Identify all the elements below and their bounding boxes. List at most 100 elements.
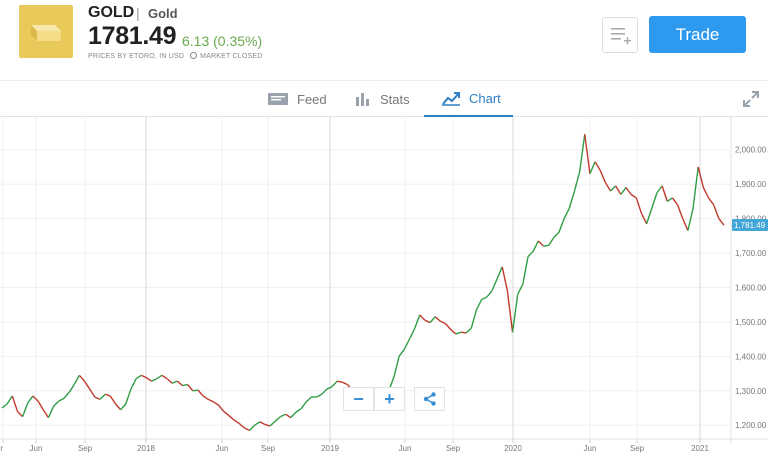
price-segment bbox=[553, 231, 560, 239]
x-tick-label: 2020 bbox=[504, 444, 522, 453]
y-tick-label: 1,200.00 bbox=[735, 421, 767, 430]
price-segment bbox=[249, 424, 256, 431]
price-segment bbox=[114, 403, 122, 411]
last-price-badge bbox=[732, 218, 768, 231]
price-segment bbox=[37, 400, 44, 411]
zoom-in-button[interactable]: + bbox=[374, 387, 405, 411]
add-to-watchlist-button[interactable] bbox=[602, 17, 638, 53]
price-change: 6.13 (0.35%) bbox=[182, 33, 263, 49]
x-tick-label: Jun bbox=[30, 444, 43, 453]
y-tick-label: 1,400.00 bbox=[735, 352, 767, 361]
price-segment bbox=[615, 185, 622, 195]
price-segment bbox=[501, 266, 509, 292]
tab-feed-label: Feed bbox=[297, 91, 327, 107]
price-segment bbox=[630, 193, 637, 199]
price-segment bbox=[161, 374, 168, 380]
price-segment bbox=[517, 283, 524, 295]
price-segment bbox=[625, 187, 632, 195]
price-segment bbox=[584, 134, 591, 174]
instrument-name: Gold bbox=[148, 6, 178, 21]
price-segment bbox=[413, 314, 421, 330]
tab-feed[interactable]: Feed bbox=[267, 81, 327, 117]
price-segment bbox=[707, 197, 715, 206]
price-segment bbox=[1, 403, 8, 409]
price-segment bbox=[27, 395, 34, 404]
price-segment bbox=[109, 395, 117, 405]
x-tick-label: 2018 bbox=[137, 444, 155, 453]
price-segment bbox=[120, 403, 127, 411]
price-segment bbox=[465, 327, 472, 334]
price-segment bbox=[244, 427, 250, 432]
price-segment bbox=[259, 421, 266, 426]
price-segment bbox=[99, 393, 106, 400]
price-segment bbox=[527, 250, 534, 257]
price-segment bbox=[486, 290, 493, 298]
price-segment bbox=[192, 389, 199, 392]
market-status: MARKET CLOSED bbox=[200, 53, 263, 60]
price-segment bbox=[342, 381, 348, 386]
trade-button[interactable]: Trade bbox=[649, 16, 746, 53]
instrument-symbol: GOLD bbox=[88, 4, 135, 21]
zoom-out-button[interactable]: − bbox=[343, 387, 374, 411]
price-segment bbox=[11, 395, 19, 412]
price-segment bbox=[94, 396, 101, 401]
price-segment bbox=[68, 384, 75, 393]
price-segment bbox=[47, 405, 55, 418]
price-segment bbox=[295, 408, 302, 413]
x-tick-label: Sep bbox=[446, 444, 461, 453]
x-tick-label: Sep bbox=[630, 444, 645, 453]
price-meta: PRICES BY ETORO, IN USD MARKET CLOSED bbox=[88, 52, 263, 60]
price-segment bbox=[440, 320, 446, 325]
price-chart[interactable]: 2,000.001,900.001,800.001,700.001,600.00… bbox=[0, 117, 768, 458]
instrument-tabs: Feed Stats Chart bbox=[0, 80, 768, 117]
price-segment bbox=[419, 314, 426, 321]
share-icon bbox=[423, 392, 436, 406]
price-segment bbox=[475, 299, 483, 311]
bar-chart-icon bbox=[356, 93, 369, 106]
price-segment bbox=[604, 182, 612, 192]
price-segment bbox=[89, 388, 96, 398]
price-segment bbox=[687, 208, 694, 231]
share-button[interactable] bbox=[414, 387, 445, 411]
price-segment bbox=[182, 383, 188, 387]
price-segment bbox=[682, 218, 689, 231]
tab-chart-label: Chart bbox=[469, 90, 501, 106]
price-segment bbox=[548, 237, 555, 246]
price-chart-canvas[interactable]: 2,000.001,900.001,800.001,700.001,600.00… bbox=[0, 117, 768, 458]
x-tick-label: 2021 bbox=[691, 444, 709, 453]
title-separator: | bbox=[136, 5, 140, 21]
price-segment bbox=[506, 290, 514, 333]
price-segment bbox=[444, 323, 452, 330]
price-segment bbox=[537, 240, 544, 247]
expand-icon[interactable] bbox=[742, 90, 760, 108]
price-segment bbox=[434, 316, 441, 322]
instrument-header: GOLD | Gold 1781.49 6.13 (0.35%) PRICES … bbox=[0, 0, 768, 80]
price-segment bbox=[16, 410, 24, 418]
x-tick-label: Jun bbox=[584, 444, 597, 453]
zoom-controls: − + bbox=[343, 387, 405, 411]
last-price-label: 1,781.49 bbox=[734, 221, 766, 230]
price-segment bbox=[645, 208, 653, 224]
y-tick-label: 1,500.00 bbox=[735, 318, 767, 327]
price-segment bbox=[228, 415, 235, 421]
price-segment bbox=[460, 331, 467, 334]
price-segment bbox=[424, 319, 431, 324]
tab-stats[interactable]: Stats bbox=[354, 81, 410, 117]
price-segment bbox=[543, 244, 549, 247]
price-segment bbox=[481, 296, 488, 301]
price-segment bbox=[233, 419, 240, 425]
tab-chart[interactable]: Chart bbox=[424, 81, 513, 117]
price-segment bbox=[403, 338, 411, 350]
price-segment bbox=[218, 404, 225, 412]
price-segment bbox=[640, 213, 648, 225]
price-segment bbox=[207, 398, 214, 403]
price-segment bbox=[599, 170, 607, 183]
price-segment bbox=[316, 393, 323, 398]
price-segment bbox=[32, 395, 39, 402]
add-to-watchlist-icon bbox=[611, 28, 631, 45]
price-segment bbox=[450, 328, 457, 335]
feed-icon bbox=[268, 93, 288, 105]
price-segment bbox=[326, 386, 333, 390]
price-segment bbox=[661, 185, 668, 202]
price-segment bbox=[73, 374, 80, 385]
